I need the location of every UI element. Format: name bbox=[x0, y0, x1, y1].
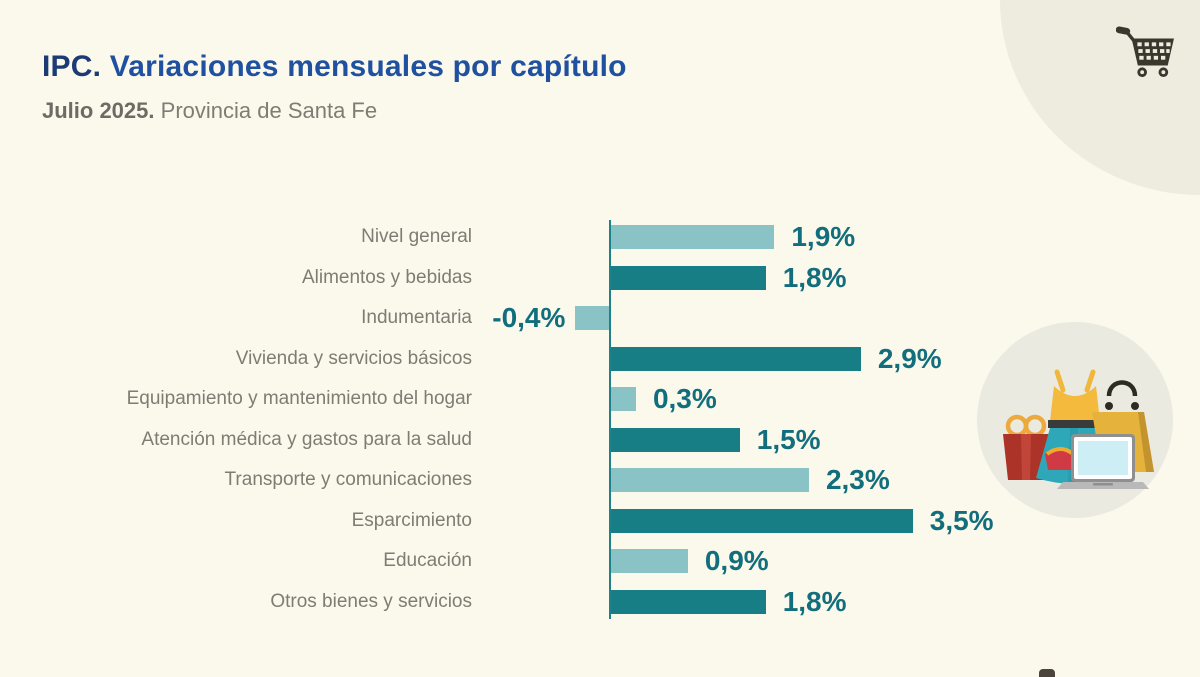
chart-row: Transporte y comunicaciones 2,3% bbox=[0, 460, 1200, 501]
value-label: 0,9% bbox=[704, 545, 769, 577]
laptop-graphic bbox=[1057, 434, 1149, 489]
bar-chart: Nivel general 1,9% Alimentos y bebidas 1,8%… bbox=[0, 217, 1200, 622]
chart-row: Otros bienes y servicios 1,8% bbox=[0, 582, 1200, 623]
value-label: 1,8% bbox=[782, 585, 847, 617]
value-label: -0,4% bbox=[492, 302, 566, 334]
chart-row: Atención médica y gastos para la salud 1,… bbox=[0, 420, 1200, 461]
bar-area: 2,9% bbox=[472, 339, 1200, 380]
value-label: 1,9% bbox=[791, 221, 856, 253]
value-label: 3,5% bbox=[929, 504, 994, 536]
bar-area: 0,3% bbox=[472, 379, 1200, 420]
bar-area: 1,9% bbox=[472, 217, 1200, 258]
chart-row: Nivel general 1,9% bbox=[0, 217, 1200, 258]
bar-area: 1,5% bbox=[472, 420, 1200, 461]
chart-row: Equipamiento y mantenimiento del hogar 0,… bbox=[0, 379, 1200, 420]
chart-row: Indumentaria -0,4% bbox=[0, 298, 1200, 339]
bar-positive bbox=[610, 265, 766, 290]
bar-positive bbox=[610, 225, 775, 250]
header: IPC. Variaciones mensuales por capítulo … bbox=[42, 50, 627, 124]
value-label: 1,8% bbox=[782, 261, 847, 293]
bar-positive bbox=[610, 427, 740, 452]
shopping-items-illustration bbox=[977, 322, 1173, 518]
bar-negative bbox=[575, 306, 610, 331]
bar-area: 3,5% bbox=[472, 501, 1200, 542]
bar-positive bbox=[610, 346, 861, 371]
category-label: Alimentos y bebidas bbox=[301, 266, 472, 288]
gift-box-graphic bbox=[1003, 414, 1049, 480]
title-text: Variaciones mensuales por capítulo bbox=[109, 50, 627, 83]
axis-line bbox=[609, 220, 611, 619]
bar-positive bbox=[610, 387, 636, 412]
subtitle-region: Provincia de Santa Fe bbox=[160, 97, 378, 123]
category-label: Atención médica y gastos para la salud bbox=[141, 428, 472, 450]
bar-area: 1,8% bbox=[472, 258, 1200, 299]
title-accent: IPC. bbox=[42, 50, 102, 83]
value-label: 0,3% bbox=[652, 383, 717, 415]
bar-positive bbox=[610, 589, 766, 614]
bar-positive bbox=[610, 508, 913, 533]
value-label: 2,9% bbox=[877, 342, 942, 374]
bar-area: 0,9% bbox=[472, 541, 1200, 582]
category-label: Vivienda y servicios básicos bbox=[235, 347, 472, 369]
page-title: IPC. Variaciones mensuales por capítulo bbox=[42, 50, 627, 85]
chart-row: Esparcimiento 3,5% bbox=[0, 501, 1200, 542]
category-label: Esparcimiento bbox=[351, 509, 472, 531]
value-label: 1,5% bbox=[756, 423, 821, 455]
chart-row: Vivienda y servicios básicos 2,9% bbox=[0, 339, 1200, 380]
bar-area: 2,3% bbox=[472, 460, 1200, 501]
page-subtitle: Julio 2025. Provincia de Santa Fe bbox=[42, 98, 627, 124]
shopping-cart-icon bbox=[1116, 26, 1174, 78]
bar-positive bbox=[610, 549, 688, 574]
bar-positive bbox=[610, 468, 809, 493]
category-label: Transporte y comunicaciones bbox=[224, 469, 472, 491]
category-label: Otros bienes y servicios bbox=[270, 590, 472, 612]
chart-row: Alimentos y bebidas 1,8% bbox=[0, 258, 1200, 299]
value-label: 2,3% bbox=[825, 464, 890, 496]
category-label: Nivel general bbox=[361, 226, 472, 248]
partial-logo-cutoff bbox=[1039, 669, 1055, 677]
chart-row: Educación 0,9% bbox=[0, 541, 1200, 582]
category-label: Educación bbox=[383, 550, 472, 572]
bar-area: -0,4% bbox=[472, 298, 1200, 339]
purse-graphic bbox=[1045, 447, 1075, 470]
category-label: Indumentaria bbox=[361, 307, 472, 329]
subtitle-period: Julio 2025. bbox=[42, 97, 155, 123]
category-label: Equipamiento y mantenimiento del hogar bbox=[126, 388, 472, 410]
bar-area: 1,8% bbox=[472, 582, 1200, 623]
